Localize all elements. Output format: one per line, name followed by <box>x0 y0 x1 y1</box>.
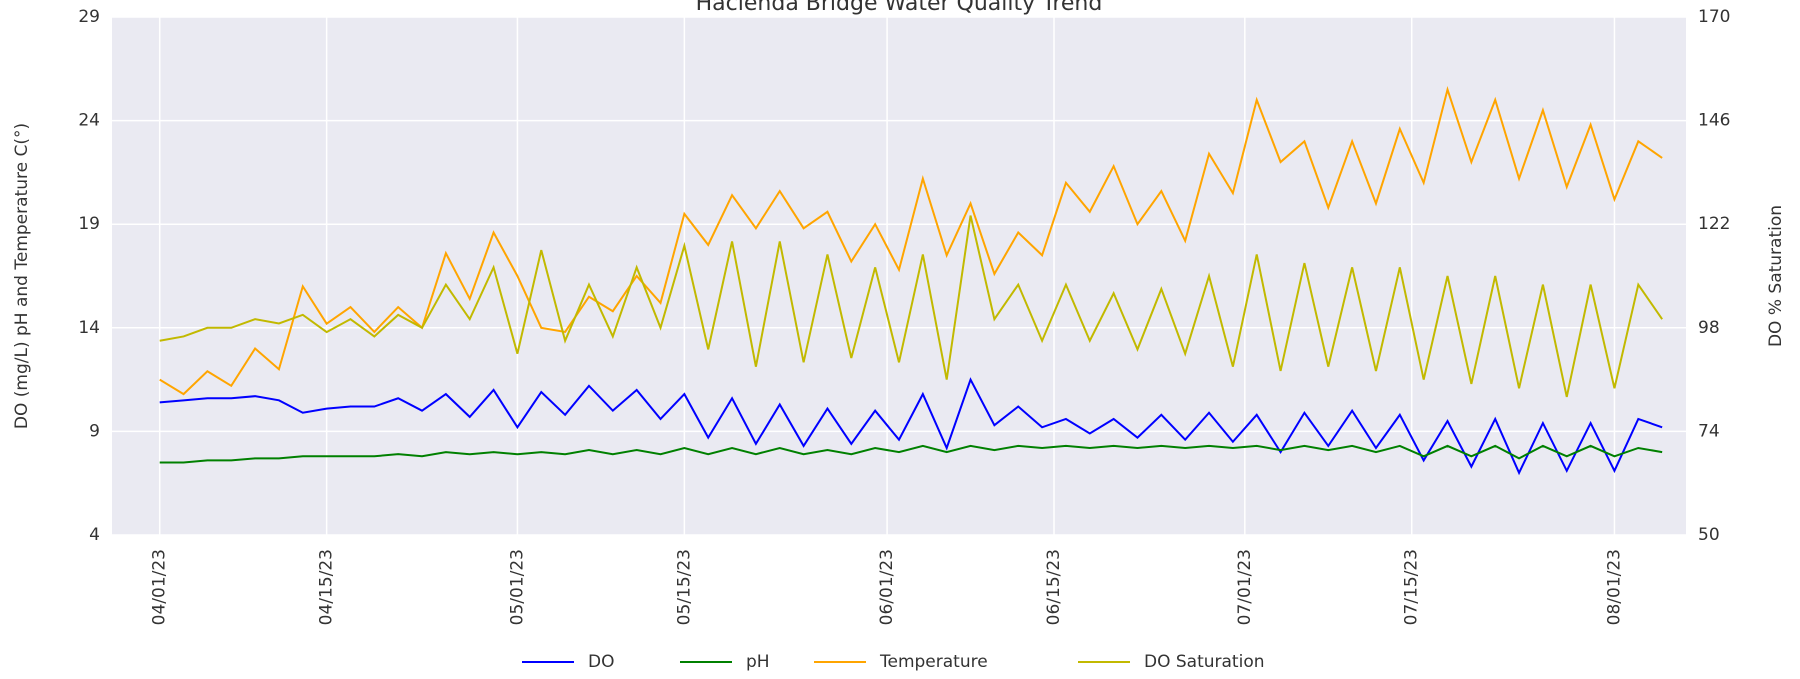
legend-label: Temperature <box>879 652 988 672</box>
y2-tick-label: 146 <box>1698 111 1730 131</box>
y2-axis-label: DO % Saturation <box>1766 205 1786 347</box>
grid <box>112 16 1686 536</box>
y2-tick-label: 74 <box>1698 421 1720 441</box>
lines <box>159 85 1663 476</box>
series-line <box>159 377 1663 476</box>
y-tick-label: 14 <box>78 318 100 338</box>
series-line <box>159 85 1663 396</box>
y-tick-label: 24 <box>78 111 100 131</box>
x-tick-label: 06/15/23 <box>1044 549 1064 625</box>
x-tick-label: 06/01/23 <box>877 549 897 625</box>
y-tick-label: 9 <box>89 421 100 441</box>
x-tick-label: 04/15/23 <box>317 549 337 625</box>
x-tick-label: 05/15/23 <box>674 549 694 625</box>
chart-title: Hacienda Bridge Water Quality Trend <box>696 0 1103 16</box>
x-tick-label: 07/01/23 <box>1235 549 1255 625</box>
x-tick-label: 07/15/23 <box>1402 549 1422 625</box>
y-tick-label: 4 <box>89 525 100 545</box>
y-tick-label: 19 <box>78 214 100 234</box>
y-axis-label: DO (mg/L) pH and Temperature C(°) <box>12 123 32 429</box>
legend-label: DO Saturation <box>1144 652 1265 672</box>
plot-background <box>112 17 1686 535</box>
y2-tick-label: 50 <box>1698 525 1720 545</box>
y2-tick-label: 122 <box>1698 214 1730 234</box>
y2-tick-label: 170 <box>1698 7 1730 27</box>
y-tick-label: 29 <box>78 7 100 27</box>
x-tick-label: 04/01/23 <box>150 549 170 625</box>
x-tick-label: 05/01/23 <box>507 549 527 625</box>
y2-tick-label: 98 <box>1698 318 1720 338</box>
x-tick-label: 08/01/23 <box>1604 549 1624 625</box>
series-line <box>159 444 1663 464</box>
legend: DO pH Temperature DO Saturation <box>522 652 1265 672</box>
series-line <box>159 215 1663 398</box>
legend-label: pH <box>746 652 770 672</box>
legend-label: DO <box>588 652 614 672</box>
